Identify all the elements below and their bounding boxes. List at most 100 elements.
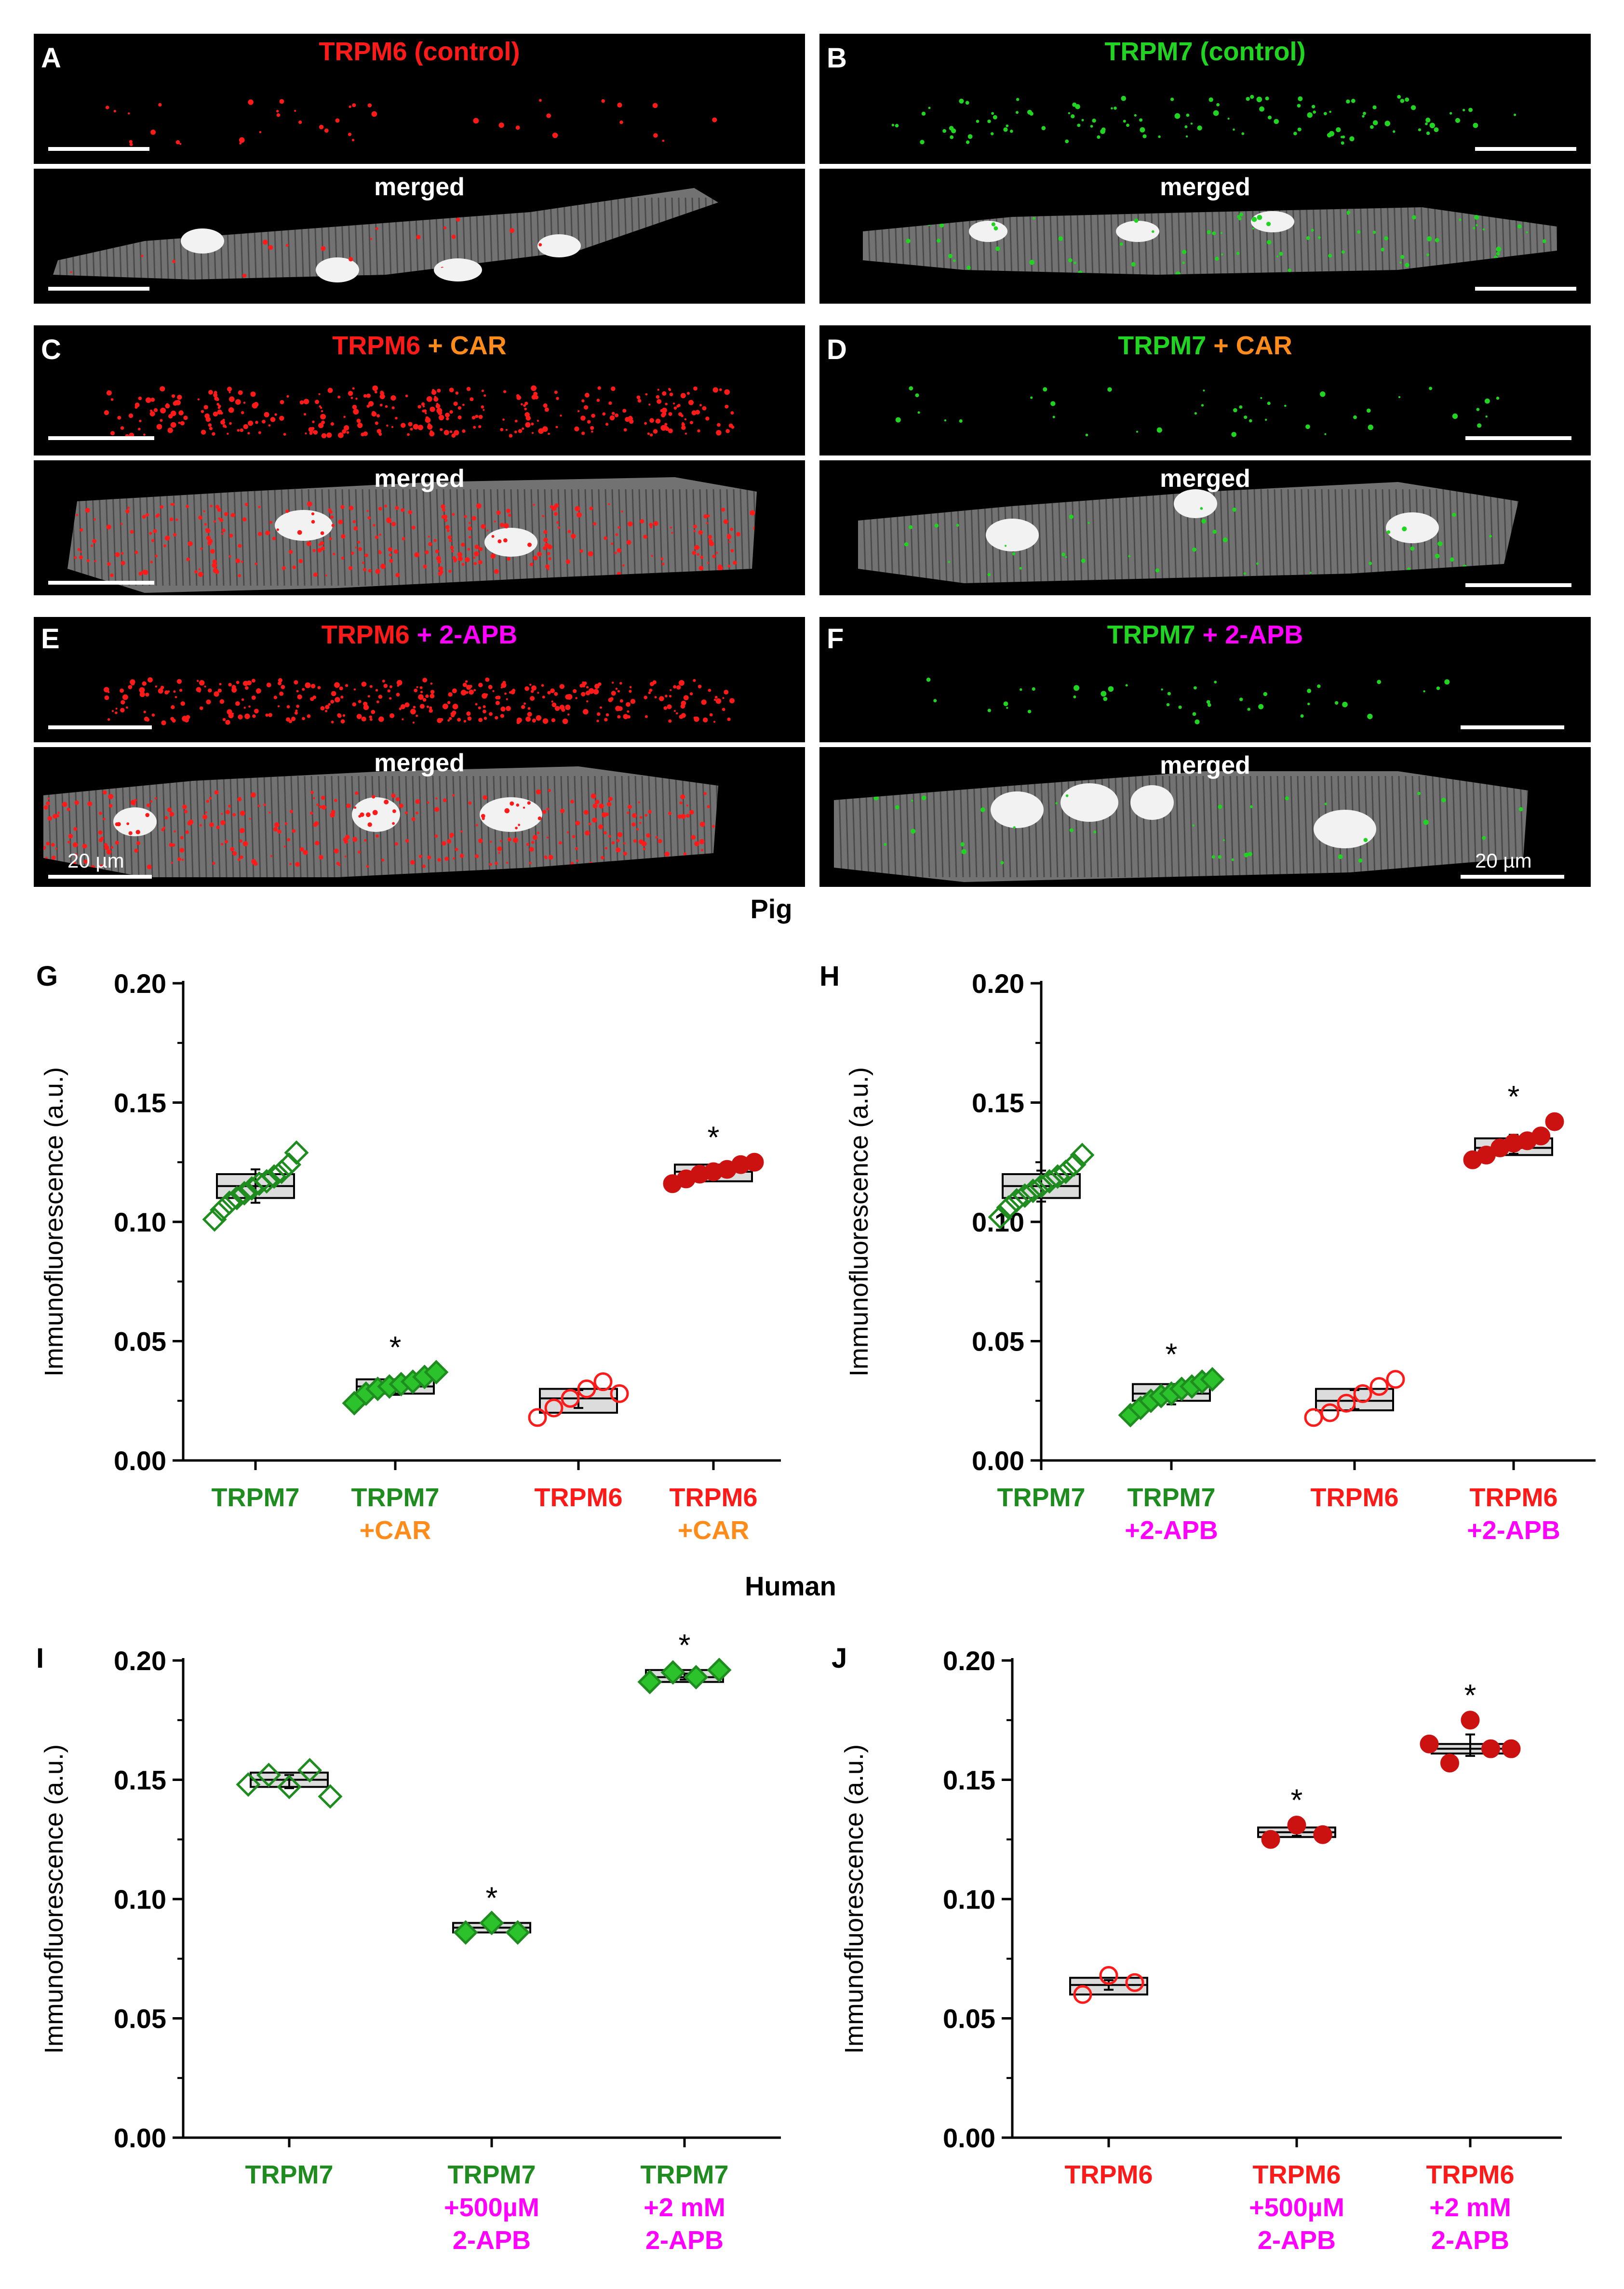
sarcomere-striation xyxy=(1359,207,1364,275)
data-point xyxy=(254,1169,279,1194)
fluorescence-punctum xyxy=(213,568,218,574)
fluorescence-punctum xyxy=(628,521,633,527)
fluorescence-punctum xyxy=(221,421,225,425)
fluorescence-punctum xyxy=(103,817,106,820)
fluorescence-punctum xyxy=(690,421,693,425)
fluorescence-punctum xyxy=(449,539,452,542)
fluorescence-punctum xyxy=(129,143,133,147)
fluorescence-punctum xyxy=(99,811,102,815)
fluorescence-punctum xyxy=(242,273,247,278)
fluorescence-punctum xyxy=(405,839,409,843)
fluorescence-punctum xyxy=(242,841,248,846)
fluorescence-punctum xyxy=(654,696,657,698)
fluorescence-punctum xyxy=(201,410,204,413)
fluorescence-punctum xyxy=(1400,99,1405,103)
data-point xyxy=(577,1379,596,1398)
fluorescence-punctum xyxy=(395,797,400,802)
sarcomere-striation xyxy=(953,776,957,878)
fluorescence-punctum xyxy=(422,864,426,868)
data-point xyxy=(1261,1830,1280,1849)
fluorescence-punctum xyxy=(376,700,379,703)
data-point xyxy=(256,1763,282,1788)
fluorescence-punctum xyxy=(172,843,175,847)
fluorescence-punctum xyxy=(662,562,665,565)
fluorescence-punctum xyxy=(134,848,138,853)
sarcomere-striation xyxy=(1355,489,1359,583)
fluorescence-punctum xyxy=(174,696,177,698)
fluorescence-punctum xyxy=(450,546,454,550)
fluorescence-punctum xyxy=(376,414,380,418)
sarcomere-striation xyxy=(409,489,414,586)
fluorescence-punctum xyxy=(1027,109,1032,115)
sarcomere-striation xyxy=(1000,776,1005,878)
fluorescence-punctum xyxy=(495,701,500,705)
fluorescence-punctum xyxy=(1284,404,1287,407)
group-2: TRPM6 xyxy=(1304,1370,1405,1512)
fluorescence-punctum xyxy=(475,703,478,706)
section-label-pig: Pig xyxy=(750,894,792,924)
fluorescence-punctum xyxy=(206,535,211,540)
fluorescence-punctum xyxy=(269,521,272,524)
fluorescence-punctum xyxy=(274,822,280,828)
fluorescence-punctum xyxy=(111,710,114,712)
fluorescence-punctum xyxy=(1477,423,1482,428)
fluorescence-punctum xyxy=(991,112,994,115)
y-tick-label: 0.00 xyxy=(114,1446,166,1476)
group-2: *TRPM6+2 mM2-APB xyxy=(1420,1678,1521,2255)
fluorescence-punctum xyxy=(988,120,991,122)
fluorescence-punctum xyxy=(1175,271,1181,275)
fluorescence-punctum xyxy=(1055,802,1058,804)
fluorescence-punctum xyxy=(1142,134,1147,138)
fluorescence-punctum xyxy=(279,99,284,104)
fluorescence-punctum xyxy=(608,797,613,801)
fluorescence-punctum xyxy=(135,830,140,835)
fluorescence-punctum xyxy=(531,841,535,844)
fluorescence-punctum xyxy=(428,542,432,547)
fluorescence-punctum xyxy=(693,530,696,533)
fluorescence-punctum xyxy=(429,706,432,709)
fluorescence-punctum xyxy=(506,698,508,700)
sarcomere-striation xyxy=(1189,776,1194,878)
fluorescence-punctum xyxy=(601,856,604,859)
fluorescence-punctum xyxy=(1418,128,1422,132)
fluorescence-punctum xyxy=(1033,217,1035,220)
scale-bar-bottom-d xyxy=(1465,583,1571,587)
fluorescence-punctum xyxy=(136,841,141,845)
fluorescence-punctum xyxy=(169,812,174,817)
merged-label-e: merged xyxy=(374,749,465,777)
fluorescence-punctum xyxy=(1309,572,1312,574)
fluorescence-punctum xyxy=(228,804,231,808)
fluorescence-punctum xyxy=(648,403,651,406)
fluorescence-punctum xyxy=(326,432,332,438)
fluorescence-punctum xyxy=(171,705,175,709)
fluorescence-punctum xyxy=(425,550,429,554)
fluorescence-punctum xyxy=(1251,216,1257,222)
fluorescence-punctum xyxy=(247,432,250,435)
fluorescence-punctum xyxy=(976,120,980,123)
fluorescence-punctum xyxy=(457,718,461,722)
sarcomere-striation xyxy=(1267,489,1272,583)
fluorescence-punctum xyxy=(129,140,133,144)
fluorescence-punctum xyxy=(995,246,1000,251)
fluorescence-punctum xyxy=(173,533,177,536)
fluorescence-punctum xyxy=(160,419,163,422)
sarcomere-striation xyxy=(537,489,542,586)
fluorescence-punctum xyxy=(644,422,647,425)
fluorescence-punctum xyxy=(636,828,639,831)
fluorescence-punctum xyxy=(87,801,93,806)
fluorescence-punctum xyxy=(466,711,471,716)
title-part: + CAR xyxy=(420,331,507,360)
sarcomere-striation xyxy=(1461,207,1465,275)
sarcomere-striation xyxy=(368,489,373,586)
fluorescence-punctum xyxy=(270,417,276,422)
fluorescence-punctum xyxy=(523,806,525,809)
sarcomere-striation xyxy=(247,489,252,586)
fluorescence-punctum xyxy=(246,680,252,685)
fluorescence-punctum xyxy=(200,547,203,550)
fluorescence-punctum xyxy=(617,102,622,108)
fluorescence-punctum xyxy=(313,430,318,435)
fluorescence-punctum xyxy=(1417,791,1421,795)
sarcomere-striation xyxy=(1047,776,1052,878)
fluorescence-punctum xyxy=(496,510,501,515)
fluorescence-punctum xyxy=(318,543,321,546)
